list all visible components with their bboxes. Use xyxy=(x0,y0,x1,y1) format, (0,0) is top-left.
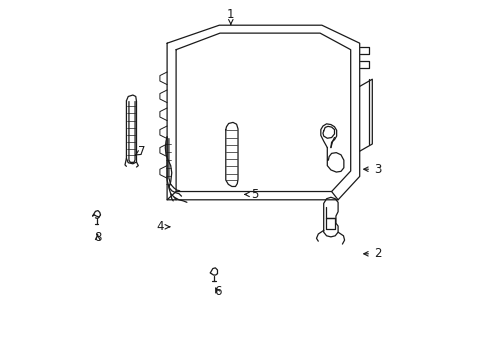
Text: 5: 5 xyxy=(244,188,259,201)
Text: 7: 7 xyxy=(135,145,145,158)
Text: 2: 2 xyxy=(363,247,381,260)
Text: 4: 4 xyxy=(156,220,169,233)
Text: 1: 1 xyxy=(226,8,234,24)
Text: 6: 6 xyxy=(213,285,221,298)
Text: 8: 8 xyxy=(94,231,101,244)
Text: 3: 3 xyxy=(363,163,381,176)
